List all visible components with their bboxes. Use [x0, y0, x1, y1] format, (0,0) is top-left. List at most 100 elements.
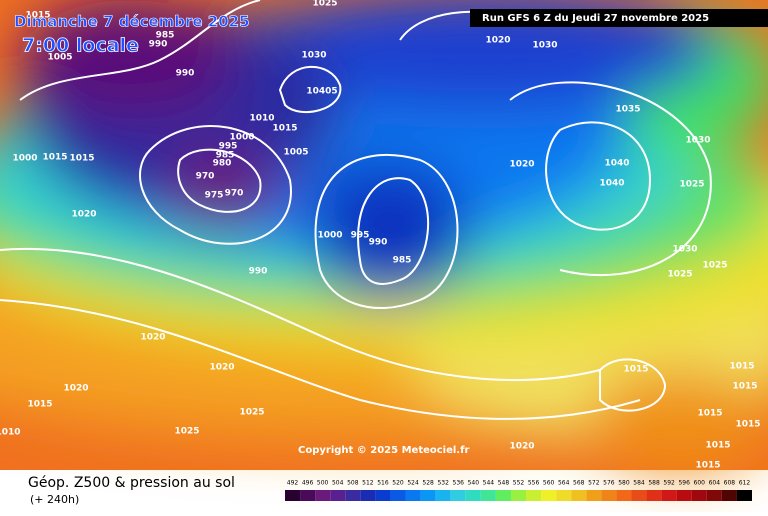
scale-label: 556 — [528, 480, 540, 487]
isobar-label: 1005 — [283, 148, 308, 158]
isobar-label: 1010 — [249, 114, 274, 124]
isobar-label: 1020 — [509, 442, 534, 452]
isobar-label: 1015 — [729, 362, 754, 372]
isobar-label: 1015 — [735, 420, 760, 430]
isobar-label: 1040 — [604, 159, 629, 169]
scale-label: 524 — [407, 480, 419, 487]
isobar-label: 1020 — [485, 36, 510, 46]
scale-label: 548 — [498, 480, 510, 487]
isobar-label: 1000 — [317, 231, 342, 241]
scale-swatch — [480, 490, 496, 501]
isobars — [0, 0, 712, 420]
isobar-label: 1015 — [25, 11, 50, 21]
footer-title: Géop. Z500 & pression au sol — [28, 475, 235, 491]
scale-label: 604 — [709, 480, 721, 487]
isobar-label: 1020 — [140, 333, 165, 343]
isobar-label: 990 — [369, 238, 388, 248]
scale-label: 528 — [422, 480, 434, 487]
scale-label: 564 — [558, 480, 570, 487]
isobar-label: 1030 — [532, 41, 557, 51]
isobar-label: 1025 — [679, 180, 704, 190]
scale-swatch — [556, 490, 572, 501]
isobar-label: 985 — [216, 151, 235, 161]
forecast-time: 7:00 locale — [22, 35, 139, 57]
scale-swatch — [285, 490, 301, 501]
isobar-label: 985 — [393, 256, 412, 266]
scale-swatch — [526, 490, 542, 501]
scale-label: 572 — [588, 480, 600, 487]
run-info: Run GFS 6 Z du Jeudi 27 novembre 2025 — [482, 13, 709, 24]
scale-swatch — [495, 490, 511, 501]
isobar-label: 1025 — [174, 427, 199, 437]
isobar-label: 1015 — [27, 400, 52, 410]
scale-label: 544 — [483, 480, 495, 487]
isobar-label: 1025 — [312, 0, 337, 9]
isobar-label: 1015 — [272, 124, 297, 134]
isobar-label: 990 — [249, 267, 268, 277]
scale-label: 512 — [362, 480, 374, 487]
scale-swatch — [691, 490, 707, 501]
isobar-label: 1015 — [69, 154, 94, 164]
scale-swatch — [661, 490, 677, 501]
scale-swatch — [571, 490, 587, 501]
isobar-label: 995 — [219, 142, 238, 152]
scale-label: 492 — [287, 480, 299, 487]
scale-label: 568 — [573, 480, 585, 487]
scale-swatch — [586, 490, 602, 501]
scale-swatch — [510, 490, 527, 501]
isobar-label: 1020 — [209, 363, 234, 373]
scale-swatch — [450, 490, 466, 501]
forecast-date: Dimanche 7 décembre 2025 — [14, 13, 250, 31]
scale-label: 612 — [739, 480, 751, 487]
isobar-label: 980 — [213, 159, 232, 169]
scale-label: 504 — [332, 480, 344, 487]
isobar-label: 1015 — [42, 153, 67, 163]
isobar-label: 1025 — [702, 261, 727, 271]
isobar-label: 1015 — [705, 441, 730, 451]
isobar-labels: 1015100598599099010251030104051010101510… — [0, 0, 761, 471]
scale-label: 532 — [437, 480, 449, 487]
scale-label: 592 — [663, 480, 675, 487]
isobar-label: 970 — [225, 189, 244, 199]
isobar-label: 990 — [149, 40, 168, 50]
scale-label: 608 — [724, 480, 736, 487]
scale-swatch — [721, 490, 737, 501]
scale-swatch — [736, 490, 752, 501]
isobar-label: 10405 — [306, 87, 337, 97]
scale-swatch — [420, 490, 436, 501]
color-scale: 492 496 500 504 508 512 516 520 524 528 532 536 540 5… — [285, 480, 752, 501]
isobar-label: 1015 — [697, 409, 722, 419]
isobar-label: 1030 — [685, 136, 710, 146]
isobar-label: 970 — [196, 172, 215, 182]
scale-label: 560 — [543, 480, 555, 487]
isobar-label: 1020 — [71, 210, 96, 220]
isobar-label: 990 — [176, 69, 195, 79]
scale-label: 508 — [347, 480, 359, 487]
scale-swatch — [646, 490, 662, 501]
scale-label: 588 — [648, 480, 660, 487]
scale-swatch — [631, 490, 647, 501]
isobar-label: 1015 — [732, 382, 757, 392]
scale-swatch — [330, 490, 346, 501]
scale-swatch — [435, 490, 451, 501]
scale-label: 552 — [513, 480, 525, 487]
isobar-label: 1020 — [509, 160, 534, 170]
scale-swatch — [360, 490, 376, 501]
scale-swatch — [345, 490, 361, 501]
isobar-label: 1040 — [599, 179, 624, 189]
isobar-label: 1010 — [0, 428, 21, 438]
scale-label: 540 — [468, 480, 480, 487]
scale-swatch — [616, 490, 632, 501]
scale-label: 600 — [694, 480, 706, 487]
scale-swatch — [375, 490, 391, 501]
scale-label: 496 — [302, 480, 314, 487]
isobar-label: 1025 — [667, 270, 692, 280]
scale-label: 516 — [377, 480, 389, 487]
copyright: Copyright © 2025 Meteociel.fr — [298, 445, 469, 456]
scale-swatch — [676, 490, 692, 501]
scale-label: 596 — [678, 480, 690, 487]
isobar-label: 1015 — [623, 365, 648, 375]
isobar-label: 995 — [351, 231, 370, 241]
isobar-label: 1025 — [239, 408, 264, 418]
